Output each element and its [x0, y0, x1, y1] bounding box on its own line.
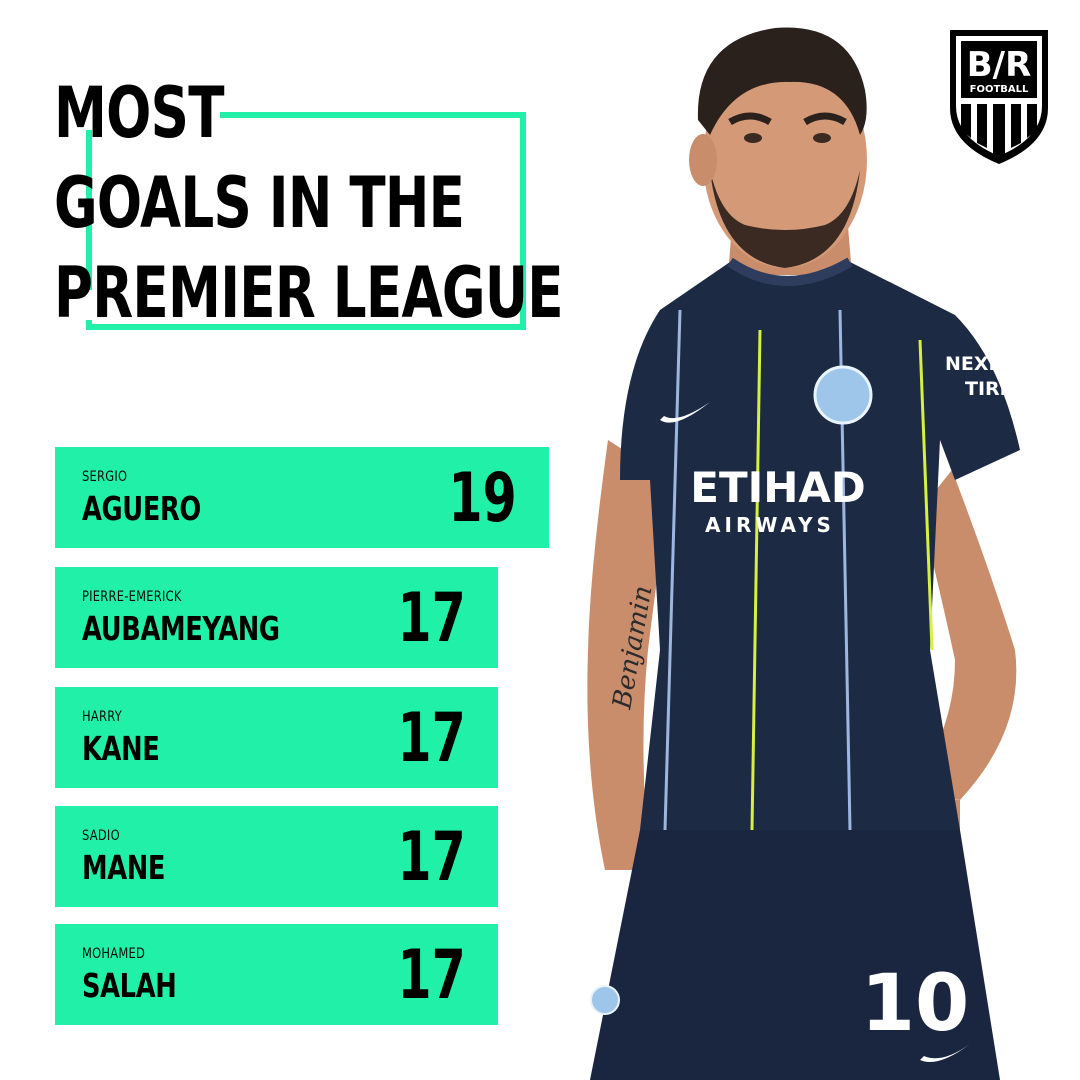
goal-count: 17: [397, 699, 466, 778]
player-last-name: AUBAMEYANG: [82, 609, 280, 648]
sleeve-sponsor-text: NEXEN: [945, 353, 1017, 375]
sleeve-sponsor-subtext: TIRE: [965, 378, 1013, 400]
player-first-name: SERGIO: [82, 469, 128, 485]
goal-count: 17: [397, 579, 466, 658]
player-last-name: KANE: [82, 729, 160, 768]
goal-count: 19: [448, 459, 517, 538]
page-title: MOST GOALS IN THE PREMIER LEAGUE: [54, 68, 564, 338]
logo-subtext: FOOTBALL: [970, 84, 1029, 95]
leaderboard-row: SADIO MANE 17: [55, 806, 498, 907]
goal-count: 17: [397, 818, 466, 897]
br-football-logo: B/R FOOTBALL: [950, 30, 1048, 164]
goal-count: 17: [397, 936, 466, 1015]
player-photo: ETIHAD AIRWAYS NEXEN TIRE Benjamin 10: [587, 27, 1020, 1080]
shirt-sponsor-subtext: AIRWAYS: [705, 513, 835, 537]
title-line-2: GOALS IN THE: [54, 162, 465, 244]
shorts-number: 10: [861, 959, 970, 1049]
player-last-name: SALAH: [82, 966, 177, 1005]
title-line-3: PREMIER LEAGUE: [54, 252, 564, 334]
player-last-name: MANE: [82, 848, 166, 887]
title-frame-gap: [70, 100, 220, 130]
title-frame-gap: [70, 290, 98, 320]
player-last-name: AGUERO: [82, 489, 201, 528]
title-line-1: MOST: [54, 72, 225, 154]
player-first-name: HARRY: [82, 709, 122, 725]
leaderboard-row: HARRY KANE 17: [55, 687, 498, 788]
leaderboard-row: MOHAMED SALAH 17: [55, 924, 498, 1025]
shirt-sponsor-text: ETIHAD: [690, 463, 866, 512]
leaderboard-row: SERGIO AGUERO 19: [55, 447, 549, 548]
logo-text: B/R: [967, 45, 1032, 85]
leaderboard-row: PIERRE-EMERICK AUBAMEYANG 17: [55, 567, 498, 668]
player-first-name: MOHAMED: [82, 946, 146, 962]
title-frame: [86, 112, 526, 330]
player-first-name: PIERRE-EMERICK: [82, 589, 182, 605]
player-first-name: SADIO: [82, 828, 120, 844]
